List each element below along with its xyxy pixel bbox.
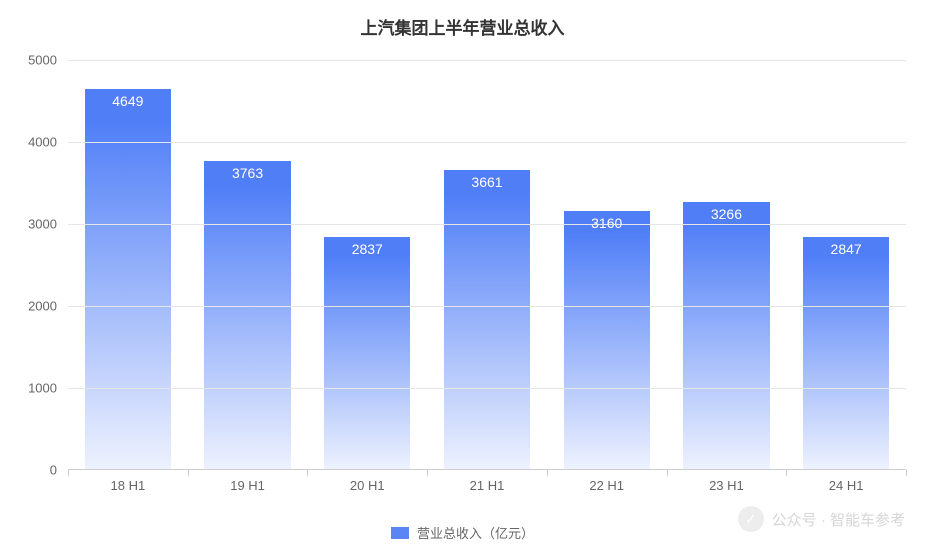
grid-line [68, 224, 906, 225]
bar [444, 170, 530, 470]
bar [85, 89, 171, 470]
legend-swatch [391, 527, 409, 539]
plot-area: 4649 3763 2837 3661 3160 3266 2847 [68, 60, 906, 470]
bar-value-label: 2847 [803, 241, 889, 257]
chart-title: 上汽集团上半年营业总收入 [0, 14, 925, 39]
x-tick-label: 18 H1 [110, 478, 145, 493]
bar-slot: 2847 [803, 237, 889, 470]
grid-line [68, 142, 906, 143]
x-tick-mark [786, 470, 787, 476]
bar-slot: 3266 [683, 202, 769, 470]
x-axis-baseline [68, 469, 906, 470]
x-tick-mark [906, 470, 907, 476]
bar [564, 211, 650, 470]
bar-value-label: 3661 [444, 174, 530, 190]
y-tick-label: 1000 [7, 381, 57, 396]
x-tick-label: 24 H1 [829, 478, 864, 493]
bar [204, 161, 290, 470]
y-tick-label: 2000 [7, 299, 57, 314]
x-tick-mark [188, 470, 189, 476]
y-tick-label: 0 [7, 463, 57, 478]
x-tick-mark [68, 470, 69, 476]
y-tick-label: 5000 [7, 53, 57, 68]
x-tick-mark [427, 470, 428, 476]
x-tick-label: 21 H1 [470, 478, 505, 493]
bar-slot: 3763 [204, 161, 290, 470]
bar-slot: 3661 [444, 170, 530, 470]
watermark-icon: ✓ [738, 506, 764, 532]
legend-label: 营业总收入（亿元） [417, 523, 534, 542]
grid-line [68, 306, 906, 307]
bar-slot: 4649 [85, 89, 171, 470]
bar-value-label: 3160 [564, 215, 650, 231]
chart-container: 上汽集团上半年营业总收入 4649 3763 2837 3661 3160 3266 284… [0, 0, 925, 550]
x-tick-label: 23 H1 [709, 478, 744, 493]
watermark: ✓ 公众号 · 智能车参考 [738, 506, 905, 532]
y-tick-label: 4000 [7, 135, 57, 150]
bar-value-label: 4649 [85, 93, 171, 109]
x-tick-mark [547, 470, 548, 476]
x-tick-label: 19 H1 [230, 478, 265, 493]
y-tick-label: 3000 [7, 217, 57, 232]
grid-line [68, 60, 906, 61]
bar-value-label: 2837 [324, 241, 410, 257]
x-tick-label: 22 H1 [589, 478, 624, 493]
bar [324, 237, 410, 470]
bar [803, 237, 889, 470]
bar-slot: 3160 [564, 211, 650, 470]
watermark-text: 公众号 · 智能车参考 [772, 509, 905, 530]
bar-value-label: 3266 [683, 206, 769, 222]
bar [683, 202, 769, 470]
bar-slot: 2837 [324, 237, 410, 470]
x-tick-mark [307, 470, 308, 476]
bars-layer: 4649 3763 2837 3661 3160 3266 2847 [68, 60, 906, 470]
bar-value-label: 3763 [204, 165, 290, 181]
grid-line [68, 388, 906, 389]
x-tick-mark [667, 470, 668, 476]
x-tick-label: 20 H1 [350, 478, 385, 493]
